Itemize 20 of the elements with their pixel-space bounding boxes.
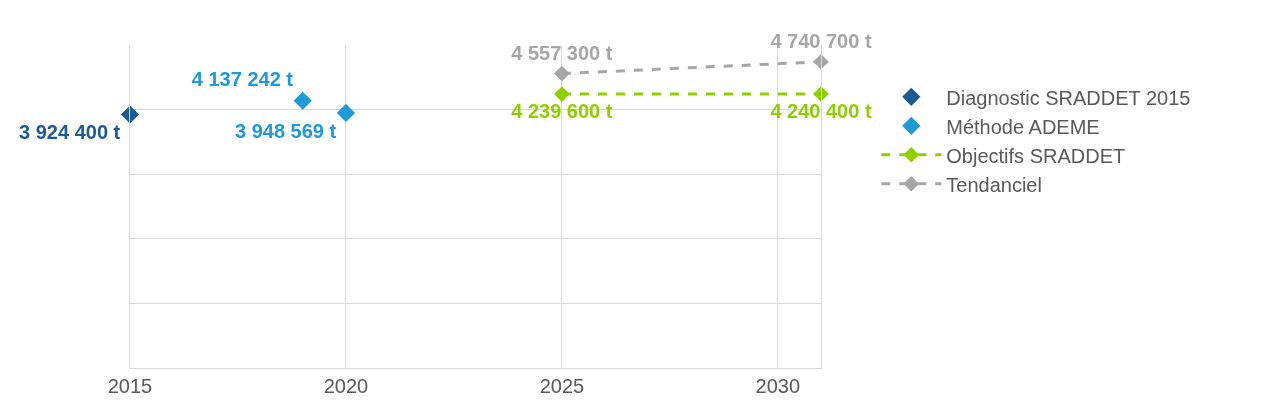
data-label: 4 240 400 t — [770, 99, 872, 122]
point — [336, 103, 356, 123]
x-tick-label: 2015 — [107, 375, 153, 397]
legend-label: Diagnostic SRADDET 2015 — [946, 86, 1191, 109]
point — [554, 86, 570, 102]
legend-label: Méthode ADEME — [946, 115, 1100, 138]
data-label: 4 137 242 t — [191, 67, 294, 90]
x-tick-label: 2030 — [755, 375, 801, 397]
legend-label: Tendanciel — [946, 173, 1042, 196]
legend-label: Objectifs SRADDET — [946, 144, 1126, 167]
x-tick-label: 2020 — [323, 375, 369, 397]
data-label: 4 740 700 t — [770, 30, 872, 53]
point — [554, 65, 570, 82]
point — [813, 53, 829, 70]
data-label: 4 557 300 t — [511, 42, 613, 65]
data-label: 3 924 400 t — [19, 121, 121, 144]
data-label: 4 239 600 t — [511, 99, 613, 122]
point — [293, 91, 312, 110]
data-label: 3 948 569 t — [234, 119, 337, 142]
x-tick-label: 2025 — [539, 375, 585, 397]
